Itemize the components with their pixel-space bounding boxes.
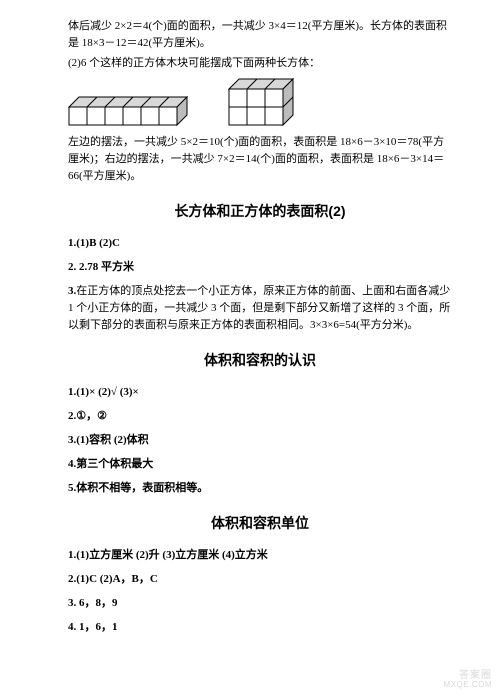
s1-q1: 1.(1)B (2)C xyxy=(68,237,120,249)
s3-q2: 2.(1)C (2)A，B，C xyxy=(68,573,158,585)
s3-q4: 4. 1，6，1 xyxy=(68,621,118,633)
figure-2 xyxy=(228,78,294,126)
s1-q2: 2. 2.78 平方米 xyxy=(68,261,134,273)
s2-q4: 4.第三个体积最大 xyxy=(68,458,153,470)
s2-q3: 3.(1)容积 (2)体积 xyxy=(68,434,149,446)
watermark-line2: MXQE.COM xyxy=(444,681,492,690)
intro-p1: 体后减少 2×2＝4(个)面的面积，一共减少 3×4＝12(平方厘米)。长方体的… xyxy=(68,18,452,52)
watermark: 答案圈 MXQE.COM xyxy=(444,670,492,690)
s2-q2: 2.①，② xyxy=(68,410,107,422)
section3-title: 体积和容积单位 xyxy=(68,513,452,535)
s3-q3: 3. 6，8，9 xyxy=(68,597,118,609)
intro-p3: 左边的摆法，一共减少 5×2＝10(个)面的面积，表面积是 18×6－3×10＝… xyxy=(68,134,452,185)
s1-q3: 3.3.在正方体的顶点处挖去一个小正方体，原来正方体的前面、上面和右面各减少1 … xyxy=(68,283,452,334)
s3-q1: 1.(1)立方厘米 (2)升 (3)立方厘米 (4)立方米 xyxy=(68,549,268,561)
figure-row xyxy=(68,78,452,126)
s2-q1: 1.(1)× (2)√ (3)× xyxy=(68,386,139,398)
section1-title: 长方体和正方体的表面积(2) xyxy=(68,201,452,223)
s2-q5: 5.体积不相等，表面积相等。 xyxy=(68,482,208,494)
section2-title: 体积和容积的认识 xyxy=(68,350,452,372)
figure-1 xyxy=(68,96,188,126)
intro-p2: (2)6 个这样的正方体木块可能摆成下面两种长方体： xyxy=(68,55,452,72)
